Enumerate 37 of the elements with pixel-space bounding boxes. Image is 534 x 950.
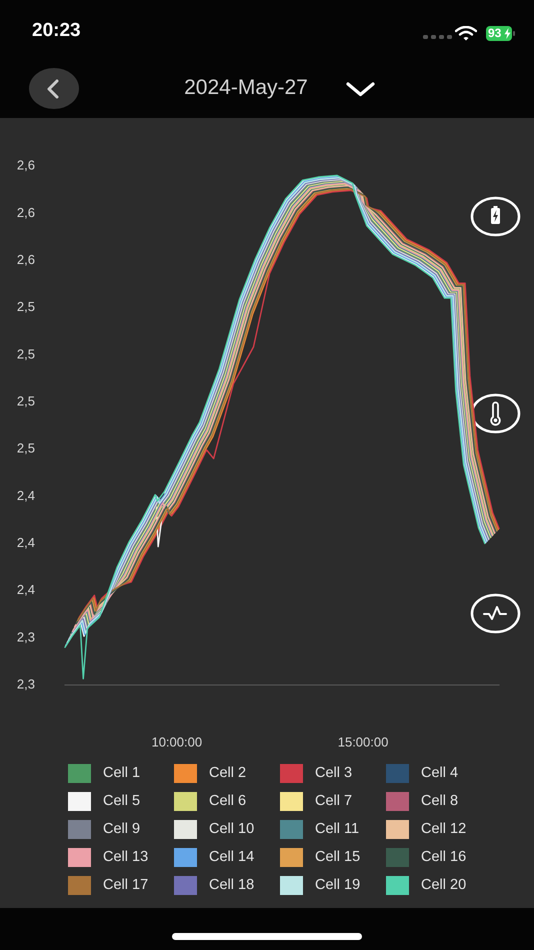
legend-label: Cell 18 (209, 877, 254, 893)
battery-icon: 93 (486, 26, 515, 41)
y-tick-label: 2,3 (16, 676, 35, 692)
legend-label: Cell 8 (421, 793, 458, 809)
y-tick-label: 2,3 (16, 629, 35, 644)
text: 20:23 (32, 20, 81, 42)
chart-title: 2024-May-27 (183, 76, 309, 100)
y-tick-label: 2,6 (16, 252, 35, 267)
legend-label: Cell 15 (315, 849, 360, 865)
legend-label: Cell 14 (209, 849, 254, 865)
y-tick-label: 2,4 (16, 488, 35, 503)
legend-label: Cell 9 (103, 821, 140, 837)
legend-label: Cell 2 (209, 765, 246, 781)
legend-label: Cell 7 (315, 793, 352, 809)
legend-label: Cell 20 (421, 877, 466, 893)
y-tick-label: 2,5 (16, 393, 35, 408)
legend-label: Cell 6 (209, 793, 246, 809)
legend-label: Cell 11 (315, 821, 360, 837)
legend-label: Cell 17 (103, 877, 148, 893)
y-tick-label: 2,5 (16, 299, 35, 314)
legend-label: Cell 19 (315, 877, 360, 893)
x-tick-label: 10:00:00 (151, 734, 202, 750)
legend-label: Cell 13 (103, 849, 148, 865)
y-tick-label: 2,4 (16, 582, 35, 598)
y-tick-label: 2,5 (16, 346, 35, 362)
y-tick-label: 2,5 (16, 440, 35, 456)
y-tick-label: 2,6 (16, 204, 35, 220)
legend-label: Cell 12 (421, 821, 466, 837)
legend-label: Cell 10 (209, 821, 254, 837)
x-tick-label: 15:00:00 (338, 734, 388, 750)
y-tick-label: 2,6 (16, 158, 35, 173)
legend-label: Cell 16 (421, 849, 466, 865)
legend-label: Cell 4 (421, 765, 458, 781)
legend-label: Cell 1 (103, 765, 140, 781)
legend-label: Cell 5 (103, 793, 140, 809)
legend-label: Cell 3 (315, 765, 352, 781)
y-tick-label: 2,4 (16, 535, 35, 550)
